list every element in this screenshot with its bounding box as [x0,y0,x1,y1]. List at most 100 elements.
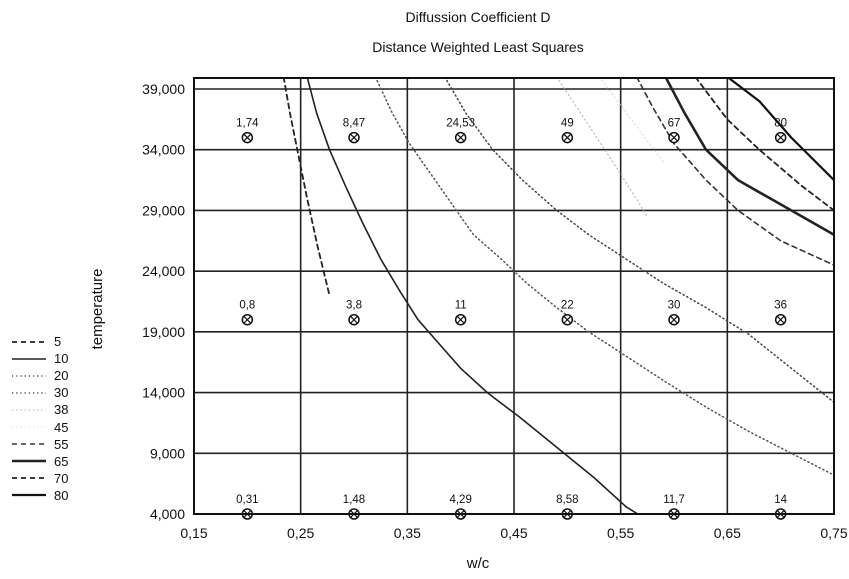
data-point-label: 4,29 [449,494,471,506]
data-point: 8,58 [556,494,579,520]
contour-line-45 [599,78,664,163]
y-tick-labels: 4,000 9,000 14,000 19,000 24,000 29,000 34,000… [142,81,185,522]
contour-line-10 [306,78,639,514]
data-point-label: 1,48 [343,494,365,506]
legend-label: 30 [54,385,69,401]
legend-label: 45 [54,419,69,435]
x-tick-label: 0,35 [394,525,421,541]
marker-hatch [776,315,785,324]
data-point-label: 0,31 [236,494,258,506]
data-point-label: 80 [774,118,787,130]
legend: 5 10 20 30 38 45 55 65 70 80 [10,333,80,504]
marker-hatch [776,133,785,142]
legend-swatch [12,340,46,343]
data-point-label: 67 [668,118,681,130]
marker-hatch [350,133,358,142]
legend-label: 20 [54,368,69,384]
marker-hatch [563,315,572,324]
data-point: 36 [774,300,787,326]
plot-frame [193,77,835,515]
legend-item: 45 [10,418,80,435]
y-tick-label: 9,000 [150,445,185,461]
legend-label: 5 [54,334,62,350]
legend-item: 20 [10,367,80,384]
contour-line-20 [374,78,834,476]
data-point: 0,31 [236,494,259,520]
contour-line-55 [636,78,834,266]
x-tick-labels: 0,15 0,25 0,35 0,45 0,55 0,65 0,75 [180,525,847,541]
data-point: 49 [561,118,574,144]
contour-line-70 [695,78,834,212]
legend-swatch [12,357,46,360]
legend-item: 55 [10,436,80,453]
data-point-label: 0,8 [239,300,255,312]
marker-hatch [456,315,465,324]
marker-hatch [243,315,252,324]
data-point: 80 [774,118,787,144]
marker-hatch [243,133,252,142]
x-axis-label: w/c [466,555,490,572]
x-tick-label: 0,55 [607,525,634,541]
data-point: 14 [774,494,788,520]
y-axis-label: temperature [89,269,106,350]
data-point-label: 22 [561,300,574,312]
data-point: 0,8 [239,300,255,326]
data-point: 3,8 [346,300,362,326]
data-point: 1,48 [343,494,365,520]
x-tick-label: 0,65 [714,525,741,541]
marker-hatch [456,133,465,142]
x-tick-label: 0,15 [180,525,207,541]
data-point-label: 3,8 [346,300,362,312]
contour-line-30 [444,78,834,404]
data-point-label: 8,58 [556,494,578,506]
legend-item: 80 [10,487,80,504]
chart-title: Diffussion Coefficient D [406,9,551,25]
data-points: 1,74 8,47 24,53 49 67 80 0,8 3,8 11 22 30 36 0,31 1,4… [236,118,788,520]
data-point: 22 [561,300,574,326]
legend-swatch [12,374,46,377]
legend-item: 38 [10,401,80,418]
data-point: 4,29 [449,494,472,520]
data-point: 11 [455,300,467,326]
data-point-label: 14 [774,494,787,506]
legend-label: 10 [54,351,69,367]
grid [194,78,834,514]
contour-lines [282,78,834,514]
marker-hatch [670,315,678,324]
data-point-label: 36 [774,300,787,312]
data-point: 11,7 [663,494,685,520]
y-tick-label: 29,000 [142,202,185,218]
legend-swatch [12,459,46,463]
y-tick-label: 14,000 [142,385,185,401]
marker-hatch [670,133,678,142]
chart-subtitle: Distance Weighted Least Squares [372,39,583,55]
data-point: 8,47 [343,118,365,144]
marker-hatch [563,133,572,142]
legend-swatch [12,443,46,445]
legend-swatch [12,392,46,394]
contour-line-80 [726,78,834,182]
data-point: 67 [668,118,681,144]
y-tick-label: 24,000 [142,263,185,279]
x-tick-label: 0,25 [287,525,314,541]
data-point: 1,74 [236,118,259,144]
y-tick-label: 4,000 [150,506,185,522]
y-tick-label: 19,000 [142,324,185,340]
x-tick-label: 0,75 [820,525,847,541]
legend-swatch [12,494,46,497]
legend-item: 5 [10,333,80,350]
data-point-label: 11,7 [663,494,685,506]
data-point-label: 49 [561,118,574,130]
data-point: 30 [668,300,680,326]
legend-swatch [12,477,46,480]
data-point-label: 8,47 [343,118,365,130]
contour-line-65 [664,78,834,236]
data-point-label: 11 [455,300,467,312]
contour-line-5 [282,78,331,297]
legend-swatch [12,426,46,428]
legend-item: 10 [10,350,80,367]
legend-label: 70 [54,470,69,486]
legend-label: 65 [54,453,69,469]
y-tick-label: 39,000 [142,81,185,97]
